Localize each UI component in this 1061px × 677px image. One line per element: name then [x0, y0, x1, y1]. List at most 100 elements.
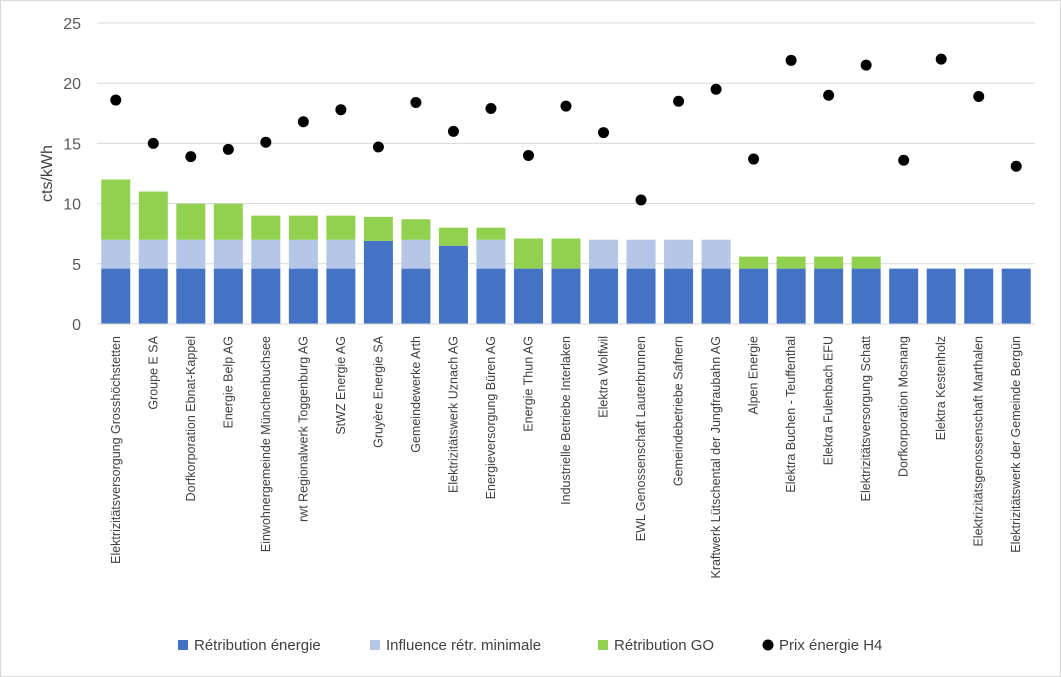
- x-category-label: Elektrizitätsgenossenschaft Marthalen: [972, 336, 986, 547]
- x-category-label: Elektra Fulenbach EFU: [822, 336, 836, 465]
- bar-1-21: [851, 268, 881, 324]
- bar-3-13: [551, 238, 581, 269]
- x-category-label: Groupe E SA: [146, 335, 160, 409]
- bar-1-10: [438, 245, 468, 324]
- point-15: [635, 194, 647, 206]
- point-10: [447, 125, 459, 137]
- point-25: [1010, 160, 1022, 172]
- bar-1-8: [363, 240, 393, 324]
- point-22: [898, 154, 910, 166]
- bar-1-7: [326, 268, 356, 324]
- point-11: [485, 102, 497, 114]
- legend-marker: [762, 639, 774, 651]
- legend-swatch: [178, 640, 188, 650]
- bar-1-22: [889, 268, 919, 324]
- x-category-label: Elektrizitätswerk Uznach AG: [446, 336, 460, 493]
- bar-2-4: [213, 239, 243, 269]
- bar-1-15: [626, 268, 656, 324]
- x-category-label: StWZ Energie AG: [334, 336, 348, 435]
- bar-1-5: [251, 268, 281, 324]
- point-21: [860, 59, 872, 71]
- x-category-label: Elektra Kestenholz: [934, 336, 948, 440]
- bar-1-9: [401, 268, 431, 324]
- bar-3-20: [814, 256, 844, 269]
- y-axis-label: cts/kWh: [39, 145, 56, 202]
- bar-1-3: [176, 268, 206, 324]
- y-tick-label: 5: [72, 257, 81, 274]
- point-20: [823, 89, 835, 101]
- x-category-label: Alpen Energie: [747, 336, 761, 415]
- bar-1-20: [814, 268, 844, 324]
- bar-1-2: [138, 268, 168, 324]
- point-2: [147, 137, 159, 149]
- bar-2-9: [401, 239, 431, 269]
- point-23: [935, 53, 947, 65]
- bar-3-5: [251, 215, 281, 240]
- legend-swatch: [598, 640, 608, 650]
- x-category-label: Gemeindebetriebe Safnern: [672, 336, 686, 486]
- bar-1-4: [213, 268, 243, 324]
- y-tick-label: 0: [72, 317, 81, 334]
- point-13: [560, 100, 572, 112]
- bar-2-3: [176, 239, 206, 269]
- x-category-label: Einwohnergemeinde Münchenbuchsee: [259, 336, 273, 552]
- x-category-label: rwt Regionalwerk Toggenburg AG: [296, 336, 310, 522]
- bar-1-16: [664, 268, 694, 324]
- bar-3-1: [101, 179, 131, 240]
- x-category-label: Dorfkorporation Ebnat-Kappel: [184, 336, 198, 501]
- point-19: [785, 54, 797, 66]
- bar-1-12: [513, 268, 543, 324]
- bar-3-8: [363, 216, 393, 241]
- point-8: [372, 141, 384, 153]
- bar-1-6: [288, 268, 318, 324]
- x-category-label: Energieversorgung Büren AG: [484, 336, 498, 499]
- x-category-label: Gemeindewerke Arth: [409, 336, 423, 453]
- legend-label: Prix énergie H4: [779, 637, 882, 654]
- y-tick-label: 20: [63, 76, 81, 93]
- legend-label: Rétribution GO: [614, 637, 714, 654]
- bar-1-11: [476, 268, 506, 324]
- x-category-label: Elektrizitätswerk der Gemeinde Bergün: [1009, 336, 1023, 553]
- x-category-label: Energie Belp AG: [221, 336, 235, 428]
- x-category-label: Elektra Buchen - Teuffenthal: [784, 336, 798, 493]
- point-14: [598, 127, 610, 139]
- point-18: [748, 153, 760, 165]
- bar-3-11: [476, 227, 506, 240]
- point-3: [185, 151, 197, 163]
- x-category-label: Kraftwerk Lütschental der Jungfraubahn A…: [709, 336, 723, 579]
- bar-1-25: [1001, 268, 1031, 324]
- bar-3-3: [176, 203, 206, 240]
- bar-2-11: [476, 239, 506, 269]
- bar-3-19: [776, 256, 806, 269]
- bar-1-23: [926, 268, 956, 324]
- legend-item-1: Rétribution énergie: [178, 637, 321, 654]
- bar-2-5: [251, 239, 281, 269]
- legend-label: Influence rétr. minimale: [386, 637, 541, 654]
- point-24: [973, 90, 985, 102]
- x-category-label: EWL Genossenschaft Lauterbrunnen: [634, 336, 648, 541]
- bar-1-18: [739, 268, 769, 324]
- bar-3-21: [851, 256, 881, 269]
- x-category-label: Elektrizitätsversorgung Schatt: [859, 335, 873, 501]
- x-category-label: Elektrizitätsversorgung Grosshöchstetten: [109, 336, 123, 564]
- point-6: [297, 116, 309, 128]
- x-category-label: Gruyère Energie SA: [371, 335, 385, 448]
- bar-3-2: [138, 191, 168, 240]
- legend-item-2: Influence rétr. minimale: [370, 637, 541, 654]
- point-9: [410, 96, 422, 108]
- bar-1-19: [776, 268, 806, 324]
- bar-2-17: [701, 239, 731, 269]
- bar-3-10: [438, 227, 468, 246]
- bar-2-14: [589, 239, 619, 269]
- point-7: [335, 104, 347, 116]
- x-category-label: Elektra Wolfwil: [597, 336, 611, 418]
- bar-3-6: [288, 215, 318, 240]
- bar-2-6: [288, 239, 318, 269]
- bar-3-12: [513, 238, 543, 269]
- legend-item-3: Rétribution GO: [598, 637, 714, 654]
- bar-2-1: [101, 239, 131, 269]
- bar-3-9: [401, 219, 431, 240]
- y-tick-label: 15: [63, 136, 81, 153]
